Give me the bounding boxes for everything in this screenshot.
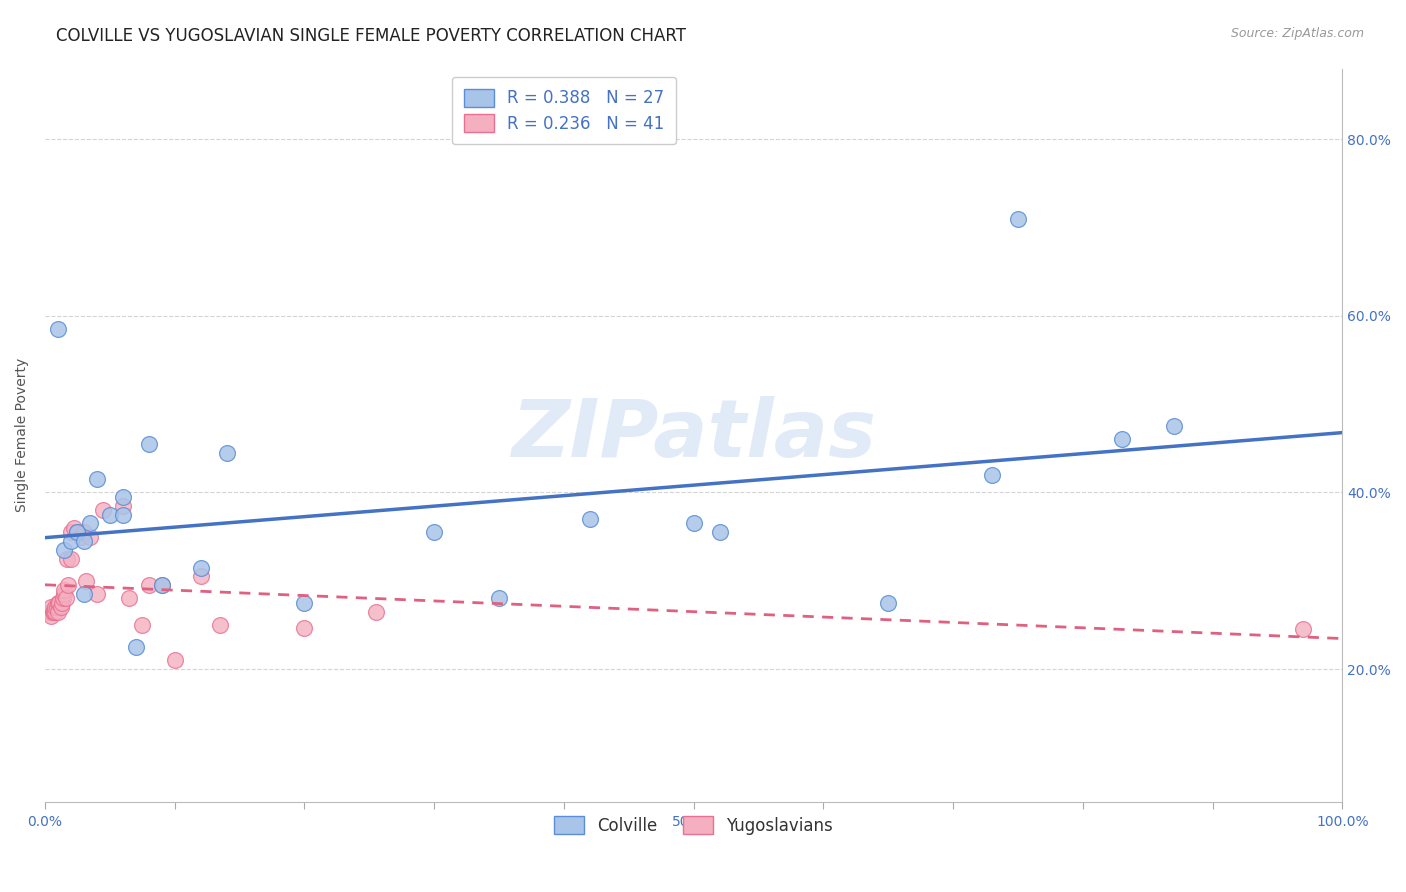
Point	[579, 512, 602, 526]
Text: COLVILLE VS YUGOSLAVIAN SINGLE FEMALE POVERTY CORRELATION CHART: COLVILLE VS YUGOSLAVIAN SINGLE FEMALE PO…	[56, 27, 686, 45]
Point	[364, 605, 387, 619]
Text: Source: ZipAtlas.com: Source: ZipAtlas.com	[1230, 27, 1364, 40]
Point	[73, 525, 96, 540]
Point	[42, 605, 65, 619]
Point	[86, 472, 108, 486]
Point	[44, 605, 66, 619]
Point	[53, 582, 76, 597]
Point	[55, 591, 77, 606]
Point	[131, 618, 153, 632]
Point	[79, 530, 101, 544]
Point	[59, 525, 82, 540]
Point	[38, 605, 60, 619]
Point	[39, 605, 62, 619]
Point	[877, 596, 900, 610]
Point	[66, 525, 89, 540]
Point	[118, 591, 141, 606]
Point	[46, 605, 69, 619]
Point	[48, 596, 70, 610]
Point	[423, 525, 446, 540]
Point	[150, 578, 173, 592]
Point	[70, 530, 93, 544]
Point	[49, 600, 72, 615]
Point	[86, 587, 108, 601]
Point	[56, 551, 79, 566]
Point	[46, 596, 69, 610]
Point	[215, 446, 238, 460]
Point	[294, 596, 316, 610]
Point	[76, 574, 98, 588]
Point	[294, 621, 316, 635]
Point	[42, 605, 65, 619]
Point	[59, 534, 82, 549]
Point	[53, 542, 76, 557]
Point	[138, 578, 160, 592]
Point	[981, 467, 1004, 482]
Point	[1111, 433, 1133, 447]
Point	[190, 569, 212, 583]
Point	[163, 653, 186, 667]
Point	[45, 600, 67, 615]
Point	[44, 600, 66, 615]
Point	[58, 578, 80, 592]
Point	[52, 591, 75, 606]
Point	[1292, 623, 1315, 637]
Point	[138, 437, 160, 451]
Point	[51, 596, 73, 610]
Y-axis label: Single Female Poverty: Single Female Poverty	[15, 358, 30, 512]
Point	[709, 525, 731, 540]
Point	[41, 609, 63, 624]
Point	[98, 508, 121, 522]
Point	[46, 322, 69, 336]
Point	[66, 525, 89, 540]
Point	[111, 508, 134, 522]
Point	[73, 587, 96, 601]
Point	[111, 490, 134, 504]
Text: ZIPatlas: ZIPatlas	[512, 396, 876, 474]
Point	[41, 600, 63, 615]
Point	[59, 551, 82, 566]
Point	[209, 618, 232, 632]
Point	[79, 516, 101, 531]
Point	[93, 503, 115, 517]
Point	[111, 499, 134, 513]
Legend: Colville, Yugoslavians: Colville, Yugoslavians	[544, 805, 844, 845]
Point	[125, 640, 148, 654]
Point	[1163, 419, 1185, 434]
Point	[488, 591, 510, 606]
Point	[73, 534, 96, 549]
Point	[190, 560, 212, 574]
Point	[682, 516, 704, 531]
Point	[62, 521, 84, 535]
Point	[53, 587, 76, 601]
Point	[1007, 211, 1029, 226]
Point	[150, 578, 173, 592]
